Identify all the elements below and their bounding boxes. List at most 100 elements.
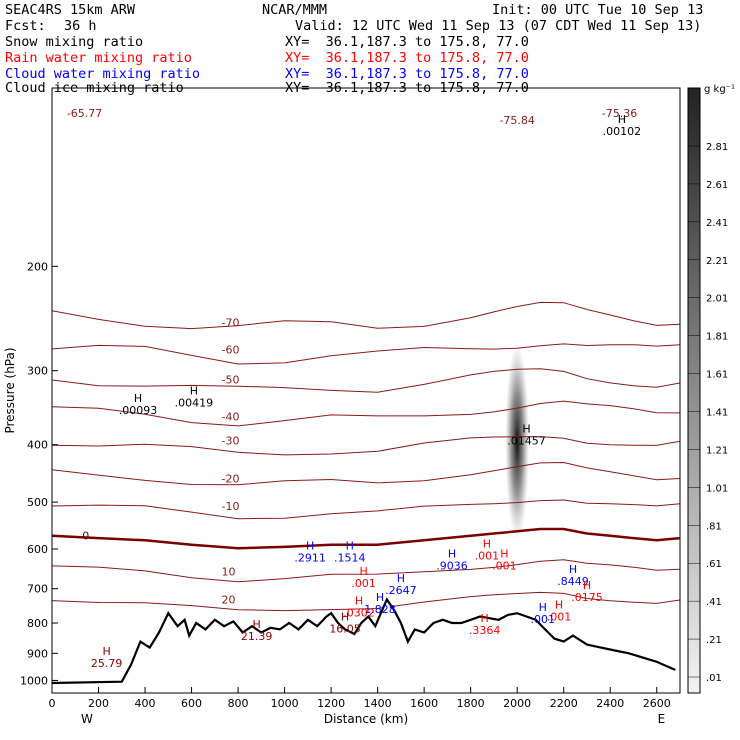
max-marker-value: .00102 <box>603 125 642 138</box>
max-marker-value: .001 <box>547 610 572 623</box>
zero-isotherm-label: 0 <box>82 529 89 542</box>
max-marker: H25.79 <box>91 645 123 670</box>
max-marker-h: H <box>134 392 142 405</box>
max-marker-h: H <box>583 579 591 592</box>
colorbar-label: .21 <box>706 635 722 646</box>
colorbar-unit: g kg⁻¹ <box>704 84 735 95</box>
isotherm-10 <box>52 559 680 583</box>
legend-rain-label: Rain water mixing ratio <box>5 50 192 66</box>
forecast-hours: 36 h <box>64 18 97 34</box>
zero-isotherm <box>52 527 680 550</box>
top-contour-label: -65.77 <box>67 107 102 120</box>
max-marker-h: H <box>555 598 563 611</box>
max-marker-h: H <box>618 113 626 126</box>
max-marker-value: .9036 <box>436 560 468 573</box>
max-marker-h: H <box>360 565 368 578</box>
max-marker-h: H <box>397 572 405 585</box>
isotherm--40 <box>52 400 680 427</box>
east-label: E <box>658 712 666 726</box>
west-label: W <box>81 712 93 726</box>
max-marker-value: .2647 <box>385 584 417 597</box>
isotherm-label--30: -30 <box>222 435 240 448</box>
isotherm-label-20: 20 <box>222 594 236 607</box>
max-marker-h: H <box>483 538 491 551</box>
colorbar-label: 2.01 <box>706 294 728 305</box>
max-marker: H.00419 <box>175 385 214 410</box>
max-marker: H21.39 <box>241 618 273 643</box>
x-tick-label: 1800 <box>457 697 485 710</box>
max-marker: H.2911 <box>294 540 326 565</box>
isotherm--30 <box>52 436 680 456</box>
max-marker-value: .00093 <box>119 404 158 417</box>
colorbar-label: 1.21 <box>706 445 728 456</box>
x-tick-label: 2200 <box>550 697 578 710</box>
colorbar-label: 2.81 <box>706 142 728 153</box>
x-tick-label: 1200 <box>317 697 345 710</box>
max-marker-h: H <box>103 645 111 658</box>
max-marker: H.01457 <box>507 423 546 448</box>
init-time: Init: 00 UTC Tue 10 Sep 13 <box>492 2 704 18</box>
colorbar-label: 1.81 <box>706 332 728 343</box>
max-marker-h: H <box>569 563 577 576</box>
y-tick-label: 1000 <box>20 674 48 687</box>
y-tick-label: 700 <box>27 583 48 596</box>
legend-snow-label: Snow mixing ratio <box>5 34 144 50</box>
x-tick-label: 1400 <box>364 697 392 710</box>
colorbar-label: 2.21 <box>706 256 728 267</box>
max-marker-value: .0175 <box>571 591 603 604</box>
max-marker: H.2647 <box>385 572 417 597</box>
max-marker-h: H <box>341 611 349 624</box>
colorbar-label: .81 <box>706 521 722 532</box>
legend-rain-xy: XY= 36.1,187.3 to 175.8, 77.0 <box>285 50 529 66</box>
x-tick-label: 600 <box>181 697 202 710</box>
max-marker-h: H <box>480 612 488 625</box>
x-tick-label: 0 <box>49 697 56 710</box>
max-marker-h: H <box>522 423 530 436</box>
y-tick-label: 400 <box>27 439 48 452</box>
max-marker: H.001 <box>547 598 572 623</box>
valid-time: Valid: 12 UTC Wed 11 Sep 13 (07 CDT Wed … <box>295 18 702 34</box>
max-marker-value: .1514 <box>334 552 366 565</box>
colorbar-label: 1.61 <box>706 370 728 381</box>
colorbar-label: .61 <box>706 559 722 570</box>
max-marker: H16.05 <box>329 611 361 636</box>
model-title: SEAC4RS 15km ARW <box>5 2 136 18</box>
max-marker-value: .00419 <box>175 397 214 410</box>
max-marker: H.1514 <box>334 540 366 565</box>
x-tick-label: 1000 <box>271 697 299 710</box>
max-marker-h: H <box>190 385 198 398</box>
x-axis-label: Distance (km) <box>324 712 408 726</box>
y-tick-label: 900 <box>27 647 48 660</box>
isotherm-label--50: -50 <box>222 373 240 386</box>
max-marker-value: .01457 <box>507 435 546 448</box>
max-marker: H1.828 <box>364 591 396 616</box>
x-tick-label: 2400 <box>596 697 624 710</box>
max-marker-value: .3364 <box>469 624 501 637</box>
isotherm-label--40: -40 <box>222 411 240 424</box>
max-marker-value: .001 <box>492 560 517 573</box>
max-marker: H.001 <box>351 565 376 590</box>
colorbar-label: 1.01 <box>706 483 728 494</box>
max-marker: H.00093 <box>119 392 158 417</box>
max-marker-h: H <box>306 540 314 553</box>
isotherm--70 <box>52 301 680 330</box>
y-axis-label: Pressure (hPa) <box>3 347 17 433</box>
max-marker-h: H <box>500 548 508 561</box>
max-marker: H.0302 <box>343 595 375 620</box>
isotherm-label--70: -70 <box>222 317 240 330</box>
colorbar-label: .01 <box>706 673 722 684</box>
max-marker-h: H <box>448 548 456 561</box>
colorbar-label: 1.41 <box>706 408 728 419</box>
max-marker-h: H <box>355 595 363 608</box>
x-tick-label: 200 <box>88 697 109 710</box>
isotherm--20 <box>52 461 680 486</box>
isotherm-label--60: -60 <box>222 343 240 356</box>
max-marker-value: 25.79 <box>91 657 123 670</box>
colorbar <box>687 87 701 694</box>
max-marker-value: 16.05 <box>329 623 361 636</box>
isotherm-20 <box>52 591 680 612</box>
max-marker: H.0175 <box>571 579 603 604</box>
y-tick-label: 800 <box>27 617 48 630</box>
y-tick-label: 200 <box>27 260 48 273</box>
forecast-label: Fcst: <box>5 18 46 34</box>
